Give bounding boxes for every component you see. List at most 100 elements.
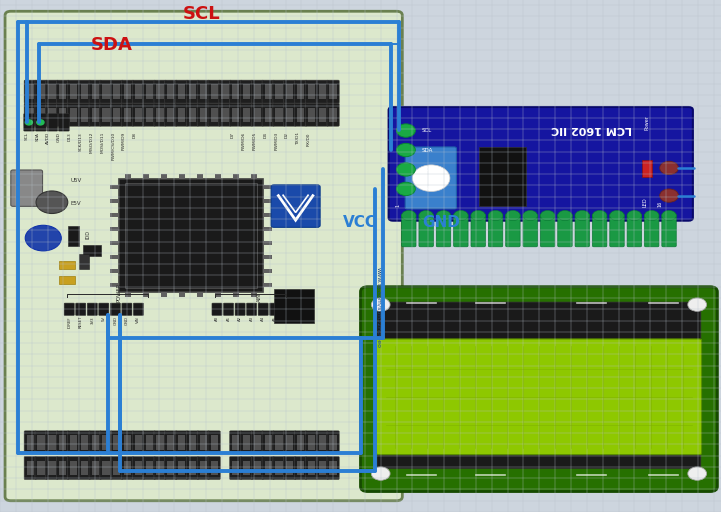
FancyBboxPatch shape [133,103,145,126]
Bar [124,108,131,122]
Text: 1: 1 [396,204,400,207]
Bar [308,84,315,99]
Text: RX/D0: RX/D0 [306,132,311,145]
Text: A3: A3 [249,316,254,321]
Text: GND: GND [422,186,435,191]
Text: IOREF: IOREF [67,316,71,328]
Text: GND: GND [113,316,118,325]
Bar [59,261,75,269]
Bar [265,435,272,450]
Bar [200,435,207,450]
FancyBboxPatch shape [198,431,210,454]
Text: RESET: RESET [79,316,83,328]
Bar [59,84,66,99]
FancyBboxPatch shape [316,431,329,454]
Text: D2: D2 [285,132,289,138]
Bar [48,461,56,475]
Bar [211,84,218,99]
Bar [48,108,56,122]
FancyBboxPatch shape [327,431,340,454]
FancyBboxPatch shape [251,80,264,103]
FancyBboxPatch shape [327,457,340,479]
Bar [252,292,257,297]
FancyBboxPatch shape [143,431,156,454]
Bar [274,289,314,323]
Bar [167,435,174,450]
Bar [263,283,272,287]
Text: D13: D13 [68,132,72,141]
Text: PWM/D5: PWM/D5 [252,132,257,151]
Bar [83,245,101,256]
FancyBboxPatch shape [46,431,58,454]
Bar [146,84,153,99]
Bar [178,461,185,475]
Bar [37,108,45,122]
Text: D8: D8 [133,132,137,138]
Bar [179,292,185,297]
FancyBboxPatch shape [133,303,143,315]
FancyBboxPatch shape [25,457,36,479]
Bar [110,241,119,245]
FancyBboxPatch shape [78,80,91,103]
Bar [232,435,239,450]
FancyBboxPatch shape [121,80,134,103]
FancyBboxPatch shape [376,339,702,455]
Bar [48,84,56,99]
FancyBboxPatch shape [68,80,80,103]
FancyBboxPatch shape [270,303,280,315]
Text: A5: A5 [273,316,277,321]
FancyBboxPatch shape [164,457,177,479]
FancyBboxPatch shape [76,303,86,315]
FancyBboxPatch shape [273,80,286,103]
FancyBboxPatch shape [610,214,624,247]
Bar [125,292,131,297]
FancyBboxPatch shape [11,170,43,206]
FancyBboxPatch shape [241,431,253,454]
FancyBboxPatch shape [295,431,307,454]
Bar [221,108,229,122]
Bar [81,435,88,450]
Circle shape [25,120,32,125]
FancyBboxPatch shape [241,80,253,103]
Bar [92,84,99,99]
Bar [135,108,142,122]
FancyBboxPatch shape [273,457,286,479]
FancyBboxPatch shape [306,80,317,103]
Bar [329,108,337,122]
FancyBboxPatch shape [78,457,91,479]
FancyBboxPatch shape [110,303,120,315]
FancyBboxPatch shape [186,431,199,454]
FancyBboxPatch shape [133,457,145,479]
Bar [179,174,185,179]
Bar [161,174,167,179]
Text: IDD: IDD [85,230,90,239]
Text: POWER: POWER [117,283,121,302]
FancyBboxPatch shape [121,457,134,479]
FancyBboxPatch shape [99,431,112,454]
Circle shape [575,210,590,221]
Bar [110,283,119,287]
Bar [125,183,257,288]
FancyBboxPatch shape [262,103,275,126]
Bar [263,241,272,245]
FancyBboxPatch shape [273,431,286,454]
Text: SDA: SDA [422,147,433,153]
Text: AVDD: AVDD [46,132,50,144]
FancyBboxPatch shape [176,80,187,103]
FancyBboxPatch shape [111,80,123,103]
Bar [221,84,229,99]
Bar [243,84,250,99]
FancyBboxPatch shape [111,103,123,126]
FancyBboxPatch shape [35,457,48,479]
Bar [102,108,110,122]
Circle shape [454,210,468,221]
Circle shape [688,298,707,311]
Bar [275,435,283,450]
Bar [48,435,56,450]
FancyBboxPatch shape [186,457,199,479]
Bar [265,461,272,475]
FancyBboxPatch shape [241,103,253,126]
Bar [79,254,89,269]
FancyBboxPatch shape [219,103,231,126]
Bar [234,292,239,297]
